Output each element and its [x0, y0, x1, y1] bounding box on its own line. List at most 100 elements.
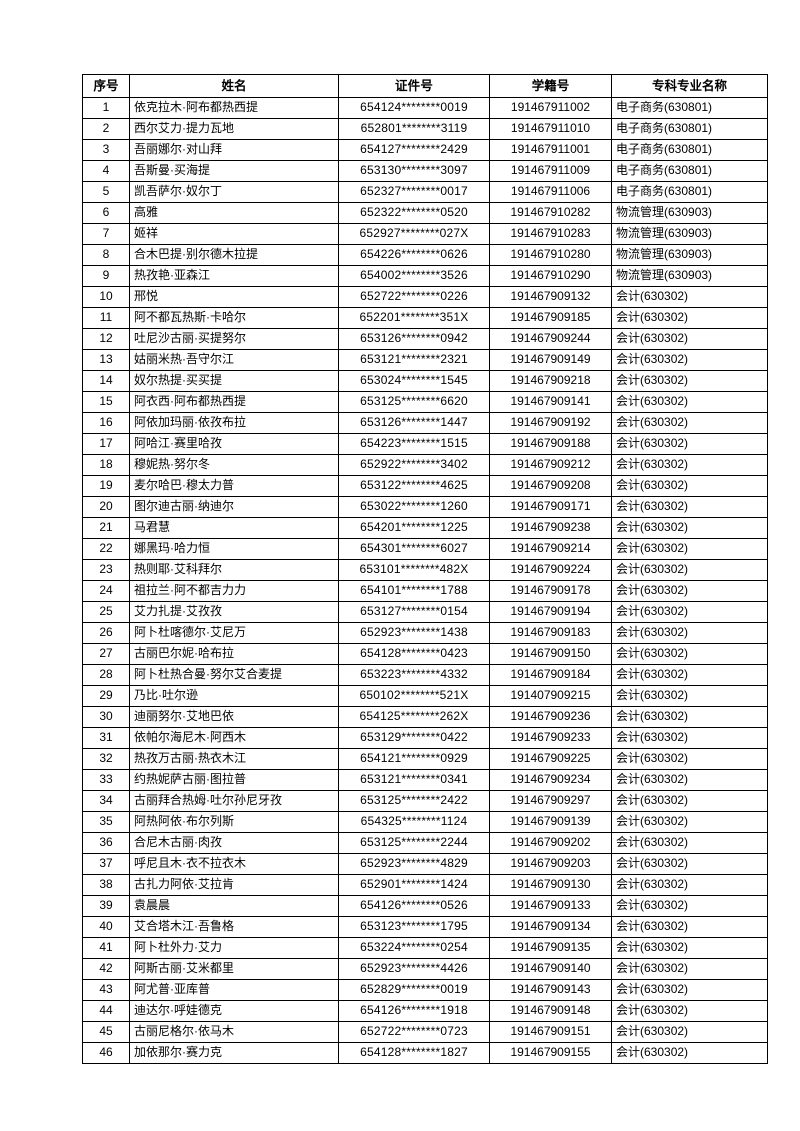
- cell-major-name: 会计(630302): [611, 538, 768, 560]
- cell-major-name: 电子商务(630801): [611, 97, 768, 119]
- table-row: 25 艾力扎提·艾孜孜 653127********0154 191467909194…: [82, 601, 768, 623]
- cell-id-number: 653130********3097: [338, 160, 490, 182]
- cell-serial-number: 11: [82, 307, 130, 329]
- cell-major-name: 会计(630302): [611, 790, 768, 812]
- cell-serial-number: 21: [82, 517, 130, 539]
- cell-student-number: 191467911001: [489, 139, 612, 161]
- cell-serial-number: 9: [82, 265, 130, 287]
- cell-id-number: 654301********6027: [338, 538, 490, 560]
- cell-name: 阿不都瓦热斯·卡哈尔: [129, 307, 339, 329]
- table-row: 13 姑丽米热·吾守尔江 653121********2321 19146790914…: [82, 349, 768, 371]
- cell-serial-number: 20: [82, 496, 130, 518]
- cell-serial-number: 26: [82, 622, 130, 644]
- cell-id-number: 652927********027X: [338, 223, 490, 245]
- table-body: 1 依克拉木·阿布都热西提 654124********0019 1914679110…: [82, 97, 768, 1064]
- cell-student-number: 191467911010: [489, 118, 612, 140]
- cell-serial-number: 34: [82, 790, 130, 812]
- table-row: 39 袁晨晨 654126********0526 191467909133 会计(63…: [82, 895, 768, 917]
- cell-serial-number: 43: [82, 979, 130, 1001]
- cell-student-number: 191467909184: [489, 664, 612, 686]
- cell-student-number: 191467909202: [489, 832, 612, 854]
- cell-id-number: 652923********4426: [338, 958, 490, 980]
- cell-id-number: 654128********0423: [338, 643, 490, 665]
- cell-id-number: 652923********4829: [338, 853, 490, 875]
- cell-id-number: 650102********521X: [338, 685, 490, 707]
- cell-major-name: 会计(630302): [611, 643, 768, 665]
- cell-major-name: 会计(630302): [611, 748, 768, 770]
- cell-major-name: 会计(630302): [611, 769, 768, 791]
- cell-name: 吾丽娜尔·对山拜: [129, 139, 339, 161]
- cell-major-name: 会计(630302): [611, 1021, 768, 1043]
- cell-serial-number: 8: [82, 244, 130, 266]
- cell-id-number: 653125********6620: [338, 391, 490, 413]
- table-row: 34 古丽拜合热姆·吐尔孙尼牙孜 653125********2422 1914679…: [82, 790, 768, 812]
- cell-name: 马君慧: [129, 517, 339, 539]
- cell-major-name: 会计(630302): [611, 622, 768, 644]
- cell-name: 阿依加玛丽·依孜布拉: [129, 412, 339, 434]
- cell-major-name: 会计(630302): [611, 685, 768, 707]
- cell-name: 合木巴提·别尔德木拉提: [129, 244, 339, 266]
- cell-name: 古丽巴尔妮·哈布拉: [129, 643, 339, 665]
- cell-major-name: 会计(630302): [611, 433, 768, 455]
- cell-name: 阿热阿依·布尔列斯: [129, 811, 339, 833]
- cell-serial-number: 41: [82, 937, 130, 959]
- cell-major-name: 会计(630302): [611, 412, 768, 434]
- cell-id-number: 652801********3119: [338, 118, 490, 140]
- cell-serial-number: 36: [82, 832, 130, 854]
- cell-student-number: 191467909134: [489, 916, 612, 938]
- cell-major-name: 会计(630302): [611, 601, 768, 623]
- table-header-row: 序号 姓名 证件号 学籍号 专科专业名称: [82, 74, 768, 98]
- table-row: 35 阿热阿依·布尔列斯 654325********1124 19146790913…: [82, 811, 768, 833]
- cell-student-number: 191467909208: [489, 475, 612, 497]
- cell-id-number: 654124********0019: [338, 97, 490, 119]
- cell-student-number: 191467909192: [489, 412, 612, 434]
- cell-id-number: 652327********0017: [338, 181, 490, 203]
- cell-student-number: 191467909135: [489, 937, 612, 959]
- cell-name: 艾合塔木江·吾鲁格: [129, 916, 339, 938]
- table-row: 26 阿卜杜喀德尔·艾尼万 652923********1438 1914679091…: [82, 622, 768, 644]
- table-row: 14 奴尔热提·买买提 653024********1545 191467909218…: [82, 370, 768, 392]
- table-row: 38 古扎力阿依·艾拉肯 652901********1424 19146790913…: [82, 874, 768, 896]
- cell-id-number: 654126********0526: [338, 895, 490, 917]
- cell-major-name: 会计(630302): [611, 1042, 768, 1064]
- header-serial-number: 序号: [82, 74, 130, 98]
- cell-serial-number: 3: [82, 139, 130, 161]
- cell-name: 阿卜杜外力·艾力: [129, 937, 339, 959]
- cell-major-name: 会计(630302): [611, 664, 768, 686]
- cell-student-number: 191467909151: [489, 1021, 612, 1043]
- cell-id-number: 653126********1447: [338, 412, 490, 434]
- table-row: 40 艾合塔木江·吾鲁格 653123********1795 19146790913…: [82, 916, 768, 938]
- cell-student-number: 191467909150: [489, 643, 612, 665]
- cell-serial-number: 39: [82, 895, 130, 917]
- table-row: 7 姬祥 652927********027X 191467910283 物流管理(63…: [82, 223, 768, 245]
- header-name: 姓名: [129, 74, 339, 98]
- table-row: 22 娜黑玛·哈力恒 654301********6027 191467909214 会…: [82, 538, 768, 560]
- table-row: 42 阿斯古丽·艾米都里 652923********4426 19146790914…: [82, 958, 768, 980]
- cell-student-number: 191467909155: [489, 1042, 612, 1064]
- cell-student-number: 191467909297: [489, 790, 612, 812]
- cell-student-number: 191467910282: [489, 202, 612, 224]
- cell-serial-number: 12: [82, 328, 130, 350]
- cell-id-number: 654126********1918: [338, 1000, 490, 1022]
- cell-id-number: 653126********0942: [338, 328, 490, 350]
- cell-id-number: 652722********0723: [338, 1021, 490, 1043]
- table-row: 24 祖拉兰·阿不都吉力力 654101********1788 1914679091…: [82, 580, 768, 602]
- cell-id-number: 653223********4332: [338, 664, 490, 686]
- cell-serial-number: 33: [82, 769, 130, 791]
- cell-major-name: 电子商务(630801): [611, 181, 768, 203]
- cell-serial-number: 28: [82, 664, 130, 686]
- cell-serial-number: 27: [82, 643, 130, 665]
- cell-major-name: 电子商务(630801): [611, 118, 768, 140]
- cell-name: 图尔迪古丽·纳迪尔: [129, 496, 339, 518]
- cell-id-number: 652922********3402: [338, 454, 490, 476]
- cell-major-name: 会计(630302): [611, 328, 768, 350]
- cell-id-number: 653129********0422: [338, 727, 490, 749]
- cell-serial-number: 35: [82, 811, 130, 833]
- header-student-number: 学籍号: [489, 74, 612, 98]
- cell-major-name: 会计(630302): [611, 454, 768, 476]
- cell-student-number: 191467909171: [489, 496, 612, 518]
- table-row: 16 阿依加玛丽·依孜布拉 653126********1447 1914679091…: [82, 412, 768, 434]
- cell-student-number: 191467909194: [489, 601, 612, 623]
- cell-name: 姬祥: [129, 223, 339, 245]
- cell-serial-number: 23: [82, 559, 130, 581]
